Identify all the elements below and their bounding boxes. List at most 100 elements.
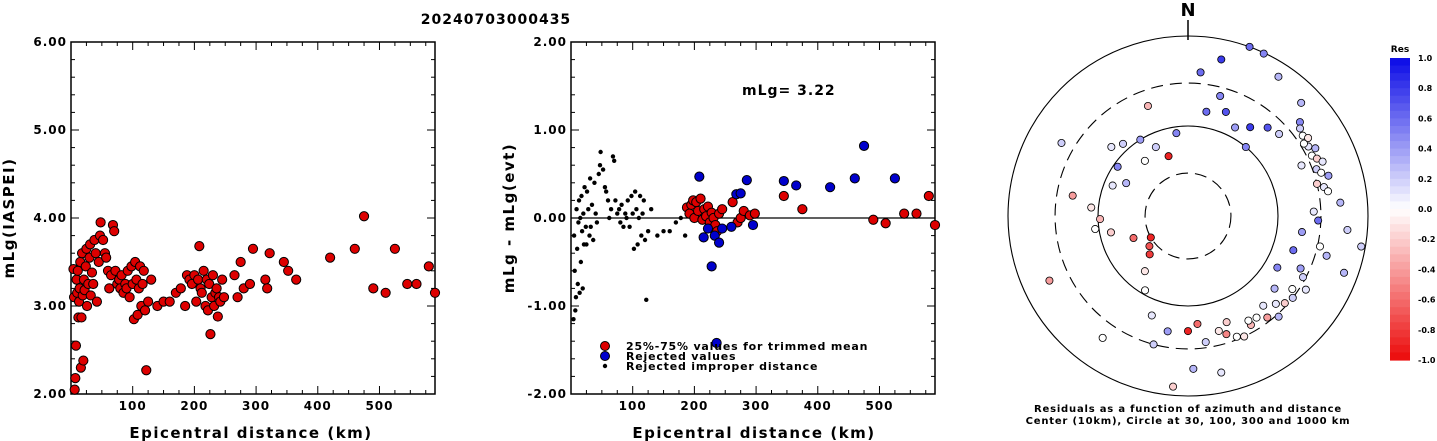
colorbar-segment [1390,284,1410,293]
data-point [244,278,256,290]
improper-distance-point [610,154,616,159]
x-tick-label: 300 [242,399,270,413]
station-residual-point [1140,156,1149,165]
improper-distance-point [578,259,584,265]
station-residual-point [1298,273,1307,282]
rejected-point [889,173,900,184]
colorbar-segment [1390,299,1410,308]
station-residual-point [1113,162,1122,171]
station-residual-point [1057,138,1066,147]
data-point [164,296,175,307]
data-point [86,267,98,278]
data-point [175,283,186,294]
station-residual-point [1068,191,1077,200]
improper-distance-point [574,246,580,251]
improper-distance-point [623,211,628,216]
data-point [235,256,246,268]
improper-distance-point [593,211,598,216]
data-point [104,283,115,294]
data-point [138,265,149,276]
data-point [380,287,391,298]
figure-title: 20240703000435 [421,12,571,28]
distance-ring [1097,125,1279,307]
improper-distance-point [581,211,586,216]
improper-distance-point [584,189,590,194]
station-residual-point [1129,234,1138,243]
improper-distance-point [640,211,645,216]
y-tick-label: 6.00 [33,35,67,49]
rejected-point [735,188,746,199]
data-point [137,278,148,290]
station-residual-point [1169,382,1178,391]
data-point [247,243,259,254]
colorbar-segment [1390,95,1410,104]
colorbar-segment [1390,125,1410,135]
colorbar-tick-label: -0.8 [1418,326,1436,335]
trimmed-mean-point [929,219,941,231]
colorbar-segment [1390,269,1410,278]
colorbar-segment [1390,261,1410,270]
station-residual-point [1270,284,1279,293]
trimmed-mean-point [923,190,934,202]
data-point [93,256,104,268]
trimmed-mean-point [778,190,789,202]
colorbar-tick-label: 0.8 [1418,84,1433,93]
station-residual-point [1045,276,1054,285]
station-residual-point [1147,311,1156,320]
station-residual-point [1196,68,1205,77]
data-point [143,296,154,307]
improper-distance-point [642,237,648,243]
improper-distance-point [613,198,618,203]
improper-distance-point [637,193,643,199]
rejected-point [694,171,705,182]
rejected-point [713,237,725,248]
data-point [283,265,294,276]
station-residual-point [1087,203,1096,212]
colorbar-segment [1390,246,1410,255]
colorbar-segment [1390,178,1410,187]
colorbar-segment [1390,73,1410,82]
data-point [196,287,207,298]
colorbar-segment [1390,171,1410,180]
improper-distance-point [592,180,597,185]
improper-distance-point [621,224,626,229]
colorbar-segment [1390,156,1410,165]
colorbar-segment [1390,231,1410,240]
station-residual-point [1244,316,1253,325]
station-residual-point [1108,181,1117,190]
station-residual-point [1240,332,1249,341]
station-residual-point [1217,55,1226,64]
station-residual-point [1296,124,1305,133]
colorbar-segment [1390,118,1410,127]
station-residual-point [1163,327,1172,336]
station-residual-point [1296,264,1305,273]
station-residual-point [1263,313,1272,322]
x-tick-label: 100 [119,399,147,413]
improper-distance-point [578,215,583,221]
trimmed-mean-point [899,208,910,219]
station-residual-point [1217,368,1226,377]
station-residual-point [1274,72,1283,81]
improper-distance-point [644,297,649,303]
station-residual-point [1136,135,1145,144]
rejected-point [698,232,709,243]
rejected-point [747,219,759,231]
colorbar-segment [1390,292,1410,301]
station-residual-point [1324,171,1333,180]
data-point [146,274,157,285]
y-tick-label: 0.00 [533,211,567,225]
improper-distance-point [635,242,640,247]
distance-ring [1144,172,1232,260]
trimmed-mean-point [880,218,891,229]
station-residual-point [1119,139,1128,148]
improper-distance-point [618,220,623,225]
data-point [191,296,202,307]
station-residual-point [1259,301,1268,310]
x-tick-label: 300 [742,399,770,413]
station-residual-point [1297,98,1306,107]
improper-distance-point [573,308,578,313]
station-residual-point [1201,338,1210,347]
rejected-point [717,223,728,234]
y-tick-label: -2.00 [527,387,567,401]
